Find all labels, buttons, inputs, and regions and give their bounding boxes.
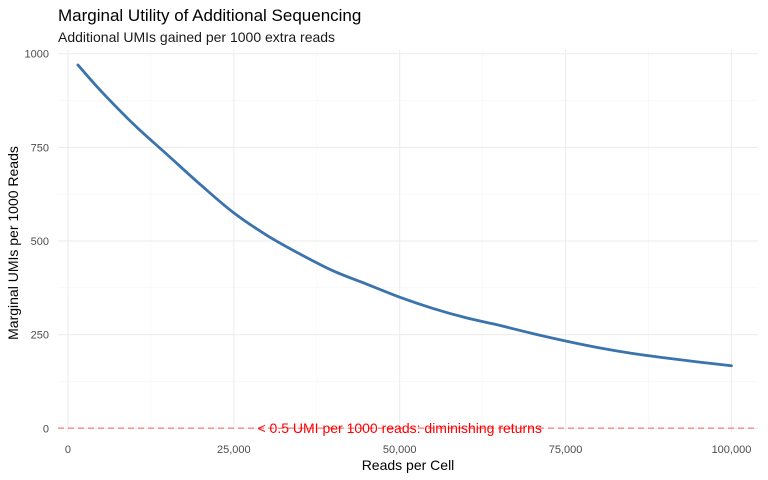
x-tick-label: 25,000 (217, 444, 251, 456)
y-tick-label: 250 (31, 330, 49, 342)
y-tick-label: 1000 (25, 49, 49, 61)
series-line (76, 63, 733, 368)
x-axis: 0 25,000 50,000 75,000 100,000 (65, 444, 751, 456)
threshold-annotation: < 0.5 UMI per 1000 reads: diminishing re… (257, 420, 541, 436)
x-axis-title: Reads per Cell (362, 457, 455, 473)
x-tick-label: 75,000 (549, 444, 583, 456)
y-axis-title: Marginal UMIs per 1000 Reads (5, 146, 21, 340)
x-tick-label: 100,000 (712, 444, 752, 456)
chart-title: Marginal Utility of Additional Sequencin… (58, 6, 361, 25)
chart-subtitle: Additional UMIs gained per 1000 extra re… (58, 29, 335, 45)
series-group (76, 63, 733, 368)
x-tick-label: 50,000 (383, 444, 417, 456)
y-tick-label: 500 (31, 236, 49, 248)
y-tick-label: 0 (43, 423, 49, 435)
gridlines (58, 50, 758, 432)
y-tick-label: 750 (31, 142, 49, 154)
reference-line-group: < 0.5 UMI per 1000 reads: diminishing re… (58, 420, 758, 436)
x-tick-label: 0 (65, 444, 71, 456)
y-axis: 0 250 500 750 1000 (25, 49, 49, 436)
